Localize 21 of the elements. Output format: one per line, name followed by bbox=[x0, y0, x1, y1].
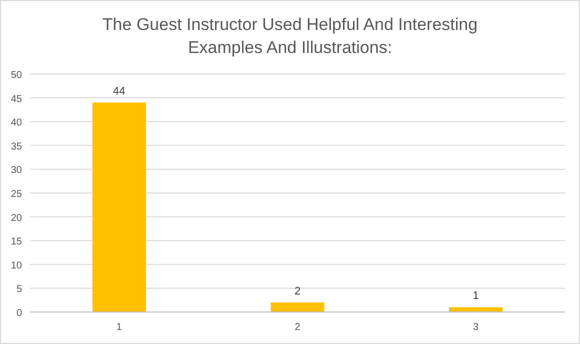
y-tick-label: 40 bbox=[10, 118, 22, 129]
y-tick-label: 15 bbox=[10, 236, 22, 248]
y-tick-label: 35 bbox=[10, 141, 22, 152]
y-tick-label: 0 bbox=[16, 308, 22, 319]
x-tick-label: 3 bbox=[473, 322, 480, 333]
bar bbox=[92, 102, 146, 312]
data-label: 44 bbox=[113, 86, 126, 98]
data-label: 1 bbox=[472, 290, 479, 302]
x-tick-label: 2 bbox=[294, 322, 301, 333]
y-tick-label: 50 bbox=[10, 70, 22, 81]
bar bbox=[270, 302, 324, 312]
y-tick-label: 30 bbox=[10, 165, 22, 176]
y-tick-label: 5 bbox=[16, 284, 22, 296]
x-tick-label: 1 bbox=[116, 322, 122, 333]
y-tick-label: 20 bbox=[10, 212, 22, 224]
y-tick-label: 45 bbox=[10, 94, 22, 105]
y-tick-label: 10 bbox=[10, 260, 22, 272]
y-tick-label: 25 bbox=[10, 189, 22, 200]
bar bbox=[449, 307, 503, 312]
data-label: 2 bbox=[294, 285, 301, 298]
chart-title: The Guest Instructor Used Helpful And Interesting Examples And Illustrations: bbox=[102, 15, 478, 57]
